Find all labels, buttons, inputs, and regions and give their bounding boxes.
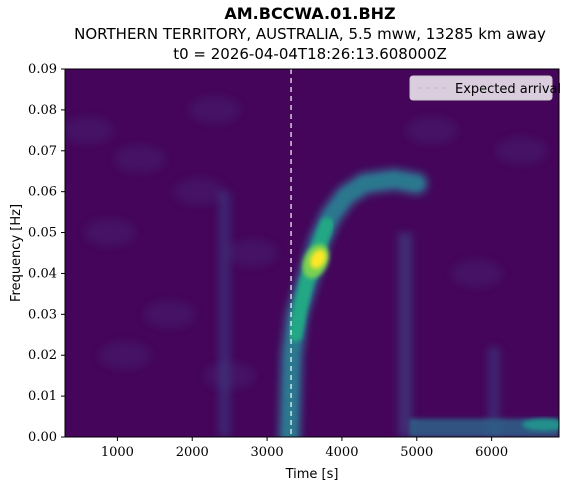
- texture-blob: [188, 95, 241, 124]
- y-tick-label: 0.06: [28, 185, 57, 200]
- y-axis-label: Frequency [Hz]: [9, 204, 24, 302]
- legend: Expected arrival: [409, 75, 561, 101]
- noise-band: [409, 418, 559, 437]
- y-tick-label: 0.07: [28, 144, 57, 159]
- dispersion-arc: [278, 168, 428, 437]
- streak-mark: [218, 191, 231, 437]
- spectrogram-image: [65, 69, 559, 437]
- x-tick-label: 6000: [475, 445, 508, 460]
- texture-blob: [65, 116, 114, 145]
- heatmap-texture: [65, 95, 548, 390]
- chart-subtitle-t0: t0 = 2026-04-04T18:26:13.608000Z: [173, 45, 447, 63]
- y-tick-label: 0.04: [28, 266, 57, 281]
- legend-box: [409, 75, 553, 101]
- texture-blob: [113, 144, 166, 173]
- heatmap-streaks: [218, 191, 500, 437]
- x-tick-label: 4000: [325, 445, 358, 460]
- texture-blob: [173, 177, 226, 206]
- texture-blob: [495, 136, 548, 165]
- y-tick-label: 0.03: [28, 307, 57, 322]
- chart-subtitle-event: NORTHERN TERRITORY, AUSTRALIA, 5.5 mww, …: [74, 25, 546, 43]
- plot-frame: [64, 68, 560, 438]
- arc-peak: [310, 249, 326, 269]
- texture-blob: [143, 300, 196, 329]
- axes: 1000 2000 3000 4000 5000 6000 0.00 0.01 0.02 0.03…: [28, 62, 560, 460]
- plot-area: [65, 69, 559, 437]
- streak-mark: [398, 232, 413, 437]
- texture-blob: [450, 259, 503, 288]
- streak-mark: [487, 347, 500, 437]
- x-tick-label: 5000: [400, 445, 433, 460]
- y-tick-label: 0.02: [28, 348, 57, 363]
- x-tick-label: 2000: [176, 445, 209, 460]
- x-tick-label: 1000: [101, 445, 134, 460]
- texture-blob: [405, 116, 458, 145]
- y-tick-label: 0.09: [28, 62, 57, 77]
- legend-entry-expected-arrival: Expected arrival: [455, 82, 561, 97]
- y-tick-label: 0.01: [28, 389, 57, 404]
- texture-blob: [226, 239, 279, 267]
- x-axis-label: Time [s]: [285, 467, 339, 482]
- noise-band-peak: [522, 418, 559, 431]
- texture-blob: [83, 218, 136, 247]
- y-tick-label: 0.08: [28, 103, 57, 118]
- y-tick-label: 0.00: [28, 430, 57, 445]
- chart-title: AM.BCCWA.01.BHZ: [224, 4, 396, 23]
- x-tick-label: 3000: [251, 445, 284, 460]
- y-tick-label: 0.05: [28, 226, 57, 241]
- texture-blob: [98, 341, 151, 370]
